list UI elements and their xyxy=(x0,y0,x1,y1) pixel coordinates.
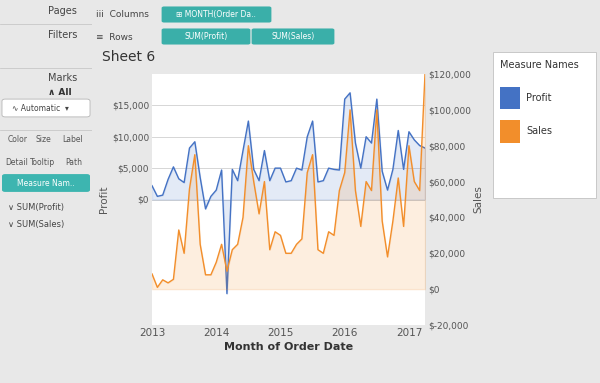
Text: Marks: Marks xyxy=(48,73,77,83)
Text: ∧ All: ∧ All xyxy=(48,88,71,97)
Text: Measure Nam..: Measure Nam.. xyxy=(17,178,75,188)
FancyBboxPatch shape xyxy=(493,52,596,198)
Text: SUM(Profit): SUM(Profit) xyxy=(184,31,227,41)
Text: ∨ SUM(Sales): ∨ SUM(Sales) xyxy=(8,220,64,229)
Text: Label: Label xyxy=(62,135,83,144)
Text: Measure Names: Measure Names xyxy=(500,60,579,70)
Text: Size: Size xyxy=(35,135,51,144)
Text: ⊞ MONTH(Order Da..: ⊞ MONTH(Order Da.. xyxy=(176,10,256,18)
Text: Path: Path xyxy=(65,158,82,167)
Text: ≡  Rows: ≡ Rows xyxy=(96,33,133,42)
Bar xyxy=(500,87,520,110)
Text: Sales: Sales xyxy=(526,126,552,136)
Text: Tooltip: Tooltip xyxy=(30,158,55,167)
Text: Sheet 6: Sheet 6 xyxy=(102,50,155,64)
Y-axis label: Profit: Profit xyxy=(99,186,109,213)
X-axis label: Month of Order Date: Month of Order Date xyxy=(224,342,353,352)
Bar xyxy=(500,120,520,142)
Y-axis label: Sales: Sales xyxy=(473,185,484,213)
Text: Detail: Detail xyxy=(5,158,28,167)
Text: ∿ Automatic  ▾: ∿ Automatic ▾ xyxy=(12,103,69,113)
Text: iii  Columns: iii Columns xyxy=(96,10,149,19)
Text: ∨ SUM(Profit): ∨ SUM(Profit) xyxy=(8,203,64,212)
Text: SUM(Sales): SUM(Sales) xyxy=(271,31,314,41)
Text: Pages: Pages xyxy=(48,6,77,16)
Text: Filters: Filters xyxy=(48,30,77,40)
Text: Profit: Profit xyxy=(526,93,551,103)
Text: Color: Color xyxy=(8,135,28,144)
